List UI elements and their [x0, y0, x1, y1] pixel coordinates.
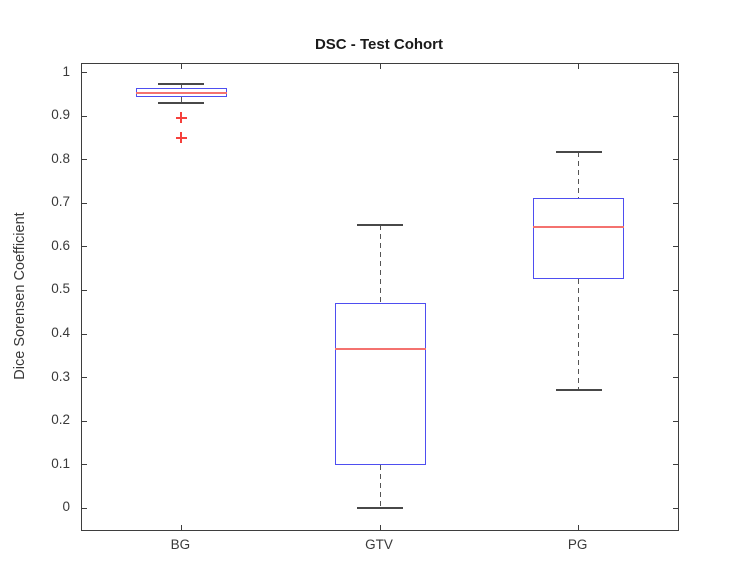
y-tick-right — [673, 507, 678, 509]
y-tick-label: 1 — [62, 63, 70, 79]
y-tick-right — [673, 464, 678, 466]
lower-whisker-cap — [158, 102, 205, 105]
y-tick-left — [82, 72, 87, 74]
upper-whisker-cap — [357, 224, 403, 227]
lower-whisker — [180, 96, 182, 104]
outlier-marker — [175, 112, 187, 124]
median-line-PG — [533, 226, 625, 229]
y-tick-left — [82, 333, 87, 335]
y-tick-left — [82, 159, 87, 161]
lower-whisker — [379, 464, 381, 509]
upper-whisker — [578, 151, 580, 198]
upper-whisker-cap — [158, 83, 205, 86]
box-GTV — [334, 302, 426, 465]
y-tick-left — [82, 464, 87, 466]
x-tick-bottom — [578, 525, 580, 530]
y-tick-left — [82, 377, 87, 379]
y-tick-left — [82, 507, 87, 509]
y-tick-right — [673, 289, 678, 291]
y-tick-left — [82, 246, 87, 248]
upper-whisker — [180, 84, 182, 88]
y-tick-right — [673, 333, 678, 335]
y-tick-label: 0.8 — [51, 150, 70, 166]
x-tick-top — [180, 64, 182, 69]
y-tick-left — [82, 202, 87, 204]
y-tick-label: 0.4 — [51, 325, 70, 341]
plot-area — [81, 63, 679, 531]
y-tick-right — [673, 115, 678, 117]
y-tick-label: 0 — [62, 499, 70, 515]
x-category-label-BG: BG — [170, 537, 191, 552]
y-tick-right — [673, 246, 678, 248]
x-tick-top — [578, 64, 580, 69]
y-tick-right — [673, 420, 678, 422]
y-tick-right — [673, 72, 678, 74]
y-tick-right — [673, 202, 678, 204]
upper-whisker-cap — [555, 150, 602, 153]
y-tick-label: 0.3 — [51, 368, 70, 384]
outlier-plus-vertical — [180, 132, 183, 144]
y-tick-label: 0.7 — [51, 194, 70, 210]
x-tick-bottom — [180, 525, 182, 530]
lower-whisker-cap — [555, 389, 602, 392]
y-tick-left — [82, 115, 87, 117]
y-tick-right — [673, 377, 678, 379]
y-tick-left — [82, 420, 87, 422]
y-tick-label: 0.5 — [51, 281, 70, 297]
outlier-marker — [175, 132, 187, 144]
median-line-BG — [135, 91, 227, 94]
x-tick-bottom — [379, 525, 381, 530]
median-line-GTV — [334, 347, 426, 350]
box-PG — [533, 197, 625, 279]
x-category-label-GTV: GTV — [365, 537, 393, 552]
y-tick-right — [673, 159, 678, 161]
outlier-plus-vertical — [180, 112, 183, 124]
y-tick-label: 0.1 — [51, 455, 70, 471]
chart-title: DSC - Test Cohort — [314, 36, 444, 53]
lower-whisker-cap — [357, 507, 403, 510]
lower-whisker — [578, 278, 580, 391]
y-tick-label: 0.6 — [51, 237, 70, 253]
y-tick-left — [82, 289, 87, 291]
upper-whisker — [379, 225, 381, 303]
x-category-label-PG: PG — [567, 537, 588, 552]
y-tick-label: 0.9 — [51, 107, 70, 123]
y-tick-label: 0.2 — [51, 412, 70, 428]
x-tick-top — [379, 64, 381, 69]
